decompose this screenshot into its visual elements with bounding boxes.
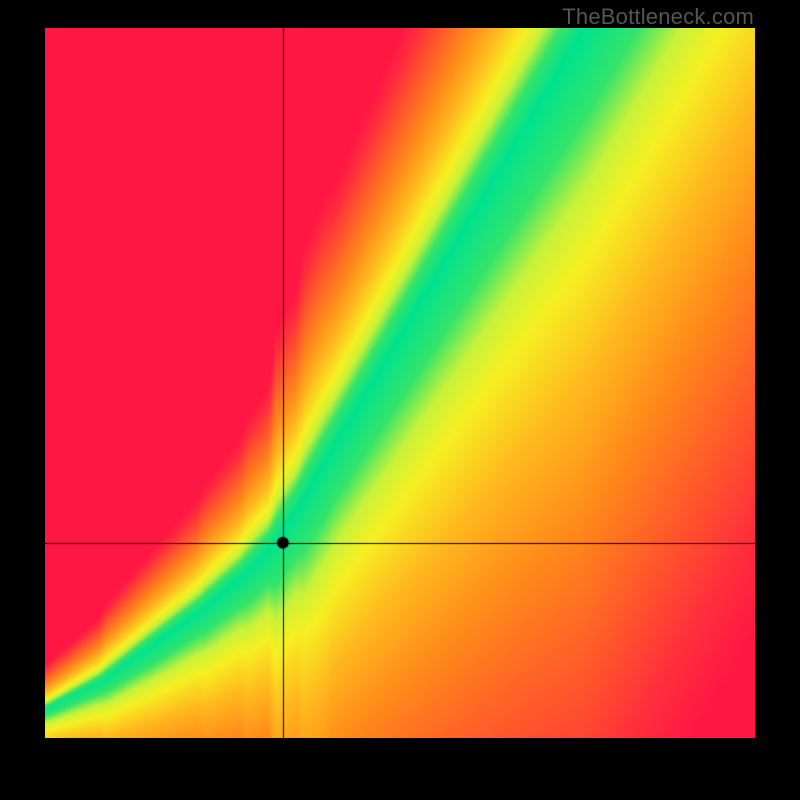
chart-container: TheBottleneck.com	[0, 0, 800, 800]
heatmap-plot-area	[45, 28, 755, 738]
heatmap-canvas	[45, 28, 755, 738]
watermark-text: TheBottleneck.com	[562, 4, 754, 30]
